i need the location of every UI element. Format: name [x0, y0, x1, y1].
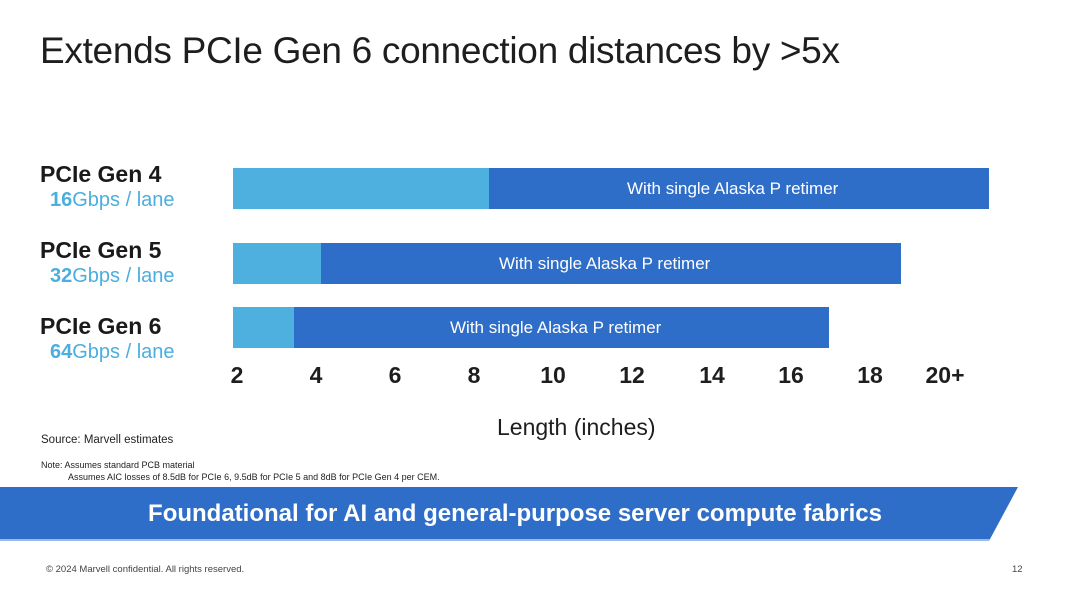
footnote-line: Assumes AIC losses of 8.5dB for PCIe 6, … [68, 472, 440, 482]
x-tick: 12 [619, 362, 645, 388]
bar-gen4: With single Alaska P retimer [233, 168, 989, 209]
x-tick: 4 [309, 362, 323, 388]
bar-segment-without-retimer [233, 168, 489, 209]
copyright-footer: © 2024 Marvell confidential. All rights … [46, 564, 245, 575]
source-note: Source: Marvell estimates [41, 434, 174, 446]
x-tick: 18 [857, 362, 883, 388]
x-tick: 2 [230, 362, 244, 388]
rate-number: 64 [50, 341, 73, 363]
rate-label: 64Gbps / lane [40, 339, 175, 365]
bar-segment-without-retimer [233, 243, 321, 284]
x-tick: 16 [778, 362, 804, 388]
row-label-gen6: PCIe Gen 6 64Gbps / lane [40, 313, 175, 365]
rate-label: 16Gbps / lane [40, 187, 175, 213]
page-number: 12 [1012, 564, 1023, 575]
bar-gen5: With single Alaska P retimer [233, 243, 901, 284]
gen-label: PCIe Gen 6 [40, 313, 162, 339]
x-tick: 8 [467, 362, 481, 388]
x-axis-label: Length (inches) [497, 414, 656, 440]
row-label-gen4: PCIe Gen 4 16Gbps / lane [40, 161, 175, 213]
bar-gen6: With single Alaska P retimer [233, 307, 829, 348]
bar-annotation: With single Alaska P retimer [499, 253, 711, 273]
rate-label: 32Gbps / lane [40, 263, 175, 289]
gen-label: PCIe Gen 4 [40, 161, 162, 187]
gen-label: PCIe Gen 5 [40, 237, 162, 263]
row-label-gen5: PCIe Gen 5 32Gbps / lane [40, 237, 175, 289]
banner-background [0, 487, 1018, 541]
x-tick: 20+ [925, 362, 965, 388]
rate-number: 16 [50, 189, 73, 211]
footnote-line: Note: Assumes standard PCB material [41, 460, 195, 470]
x-tick: 10 [540, 362, 566, 388]
footnote: Note: Assumes standard PCB material Assu… [41, 459, 440, 483]
rate-unit: Gbps / lane [72, 189, 175, 211]
rate-unit: Gbps / lane [72, 341, 175, 363]
x-tick: 14 [699, 362, 725, 388]
bar-segment-without-retimer [233, 307, 294, 348]
x-tick: 6 [388, 362, 402, 388]
banner-text: Foundational for AI and general-purpose … [148, 500, 882, 527]
slide-title: Extends PCIe Gen 6 connection distances … [40, 30, 840, 71]
rate-number: 32 [50, 265, 73, 287]
bar-annotation: With single Alaska P retimer [627, 178, 839, 198]
bar-annotation: With single Alaska P retimer [450, 317, 662, 337]
rate-unit: Gbps / lane [72, 265, 175, 287]
